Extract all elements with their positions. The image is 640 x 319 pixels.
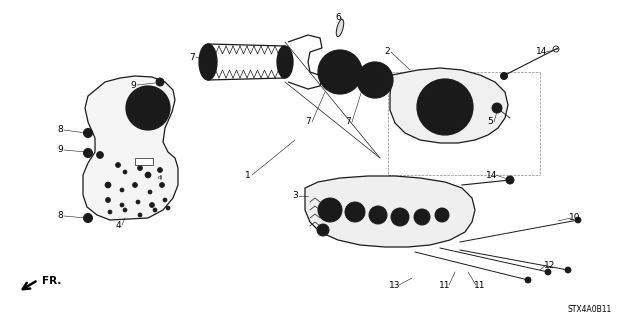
Text: 1: 1 [245, 170, 251, 180]
Circle shape [318, 198, 342, 222]
Circle shape [318, 50, 362, 94]
Circle shape [105, 182, 111, 188]
Circle shape [120, 203, 124, 207]
Circle shape [565, 267, 571, 273]
Circle shape [163, 198, 167, 202]
Circle shape [345, 202, 365, 222]
Circle shape [492, 103, 502, 113]
Circle shape [357, 62, 393, 98]
Circle shape [156, 78, 164, 86]
Text: 12: 12 [544, 261, 556, 270]
Polygon shape [305, 176, 475, 247]
Text: 14: 14 [486, 170, 498, 180]
Text: 8: 8 [57, 211, 63, 220]
Text: 11: 11 [474, 280, 486, 290]
Polygon shape [83, 76, 178, 220]
Ellipse shape [336, 19, 344, 37]
Circle shape [435, 208, 449, 222]
Ellipse shape [277, 46, 293, 78]
Circle shape [145, 172, 151, 178]
Circle shape [323, 203, 337, 217]
Circle shape [115, 162, 120, 167]
Circle shape [97, 152, 104, 159]
Text: 6: 6 [335, 13, 341, 23]
Circle shape [363, 68, 387, 92]
Text: FR.: FR. [42, 276, 61, 286]
Circle shape [417, 212, 427, 222]
Circle shape [525, 277, 531, 283]
Circle shape [349, 206, 361, 218]
Text: 8: 8 [57, 125, 63, 135]
Circle shape [372, 210, 383, 220]
Text: 7: 7 [189, 53, 195, 62]
Text: 4: 4 [115, 220, 121, 229]
Circle shape [369, 206, 387, 224]
Circle shape [500, 72, 508, 79]
Circle shape [150, 203, 154, 207]
Text: 7: 7 [345, 117, 351, 127]
Circle shape [123, 170, 127, 174]
Circle shape [83, 213, 93, 222]
Circle shape [545, 269, 551, 275]
Circle shape [120, 188, 124, 192]
Circle shape [395, 211, 405, 222]
Circle shape [506, 176, 514, 184]
Circle shape [417, 79, 473, 135]
Circle shape [148, 190, 152, 194]
Circle shape [132, 182, 138, 188]
Text: 13: 13 [389, 280, 401, 290]
Circle shape [138, 213, 142, 217]
Text: 3: 3 [292, 191, 298, 201]
Text: 9: 9 [130, 80, 136, 90]
Circle shape [106, 197, 111, 203]
Text: 11: 11 [439, 280, 451, 290]
Text: 10: 10 [569, 213, 580, 222]
Text: 5: 5 [487, 117, 493, 127]
Circle shape [83, 149, 93, 158]
Polygon shape [390, 68, 508, 143]
Circle shape [157, 167, 163, 173]
Circle shape [153, 208, 157, 212]
Bar [135, 158, 153, 165]
Ellipse shape [199, 44, 217, 80]
Circle shape [575, 217, 581, 223]
Circle shape [136, 200, 140, 204]
Circle shape [126, 86, 170, 130]
Text: 7: 7 [305, 117, 311, 127]
Circle shape [83, 129, 93, 137]
Circle shape [391, 208, 409, 226]
Circle shape [438, 211, 446, 219]
Text: 14: 14 [536, 48, 548, 56]
Circle shape [166, 206, 170, 210]
Circle shape [325, 57, 355, 87]
Text: STX4A0B11: STX4A0B11 [568, 306, 612, 315]
Text: 9: 9 [57, 145, 63, 154]
Circle shape [159, 182, 164, 188]
Circle shape [123, 208, 127, 212]
Text: dj: dj [157, 175, 163, 181]
Circle shape [138, 166, 143, 170]
Circle shape [108, 210, 112, 214]
Text: 2: 2 [384, 48, 390, 56]
Circle shape [414, 209, 430, 225]
Circle shape [317, 224, 329, 236]
